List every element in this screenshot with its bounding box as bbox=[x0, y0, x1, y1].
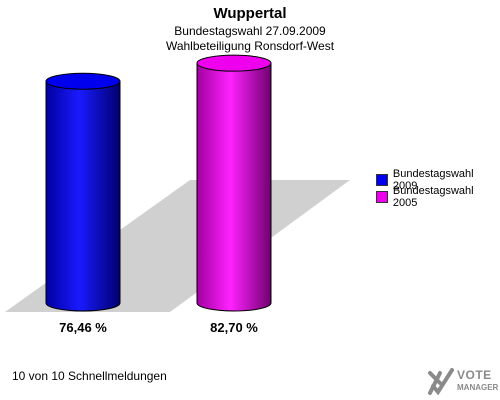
logo-text-vote: VOTE bbox=[457, 368, 492, 382]
bar-2005 bbox=[196, 54, 272, 312]
x-check-icon bbox=[428, 368, 454, 396]
bar-2009 bbox=[45, 72, 121, 312]
chart-subtitle-1: Bundestagswahl 27.09.2009 bbox=[174, 24, 326, 38]
legend: Bundestagswahl 2009 Bundestagswahl 2005 bbox=[376, 168, 500, 209]
value-label-2005: 82,70 % bbox=[210, 320, 258, 335]
chart-title: Wuppertal bbox=[213, 5, 287, 22]
bar-body-2005 bbox=[196, 62, 272, 312]
legend-swatch-2005 bbox=[376, 190, 388, 203]
legend-label-2009: Bundestagswahl 2009 bbox=[392, 167, 474, 192]
legend-item-2005: Bundestagswahl 2005 bbox=[376, 185, 500, 209]
legend-swatch-2009 bbox=[376, 173, 388, 186]
bar-body-2009 bbox=[45, 80, 121, 312]
legend-label-2005: Bundestagswahl 2005 bbox=[392, 184, 474, 209]
legend-item-2009: Bundestagswahl 2009 bbox=[376, 168, 500, 192]
value-label-2009: 76,46 % bbox=[59, 320, 107, 335]
bar-top-2009 bbox=[45, 72, 121, 90]
footer-text: 10 von 10 Schnellmeldungen bbox=[12, 369, 167, 383]
bar-top-2005 bbox=[196, 54, 272, 72]
logo-text-manager: MANAGER bbox=[457, 383, 499, 392]
vote-manager-logo: VOTE MANAGER bbox=[427, 366, 499, 398]
chart-subtitle-2: Wahlbeteiligung Ronsdorf-West bbox=[165, 39, 335, 53]
